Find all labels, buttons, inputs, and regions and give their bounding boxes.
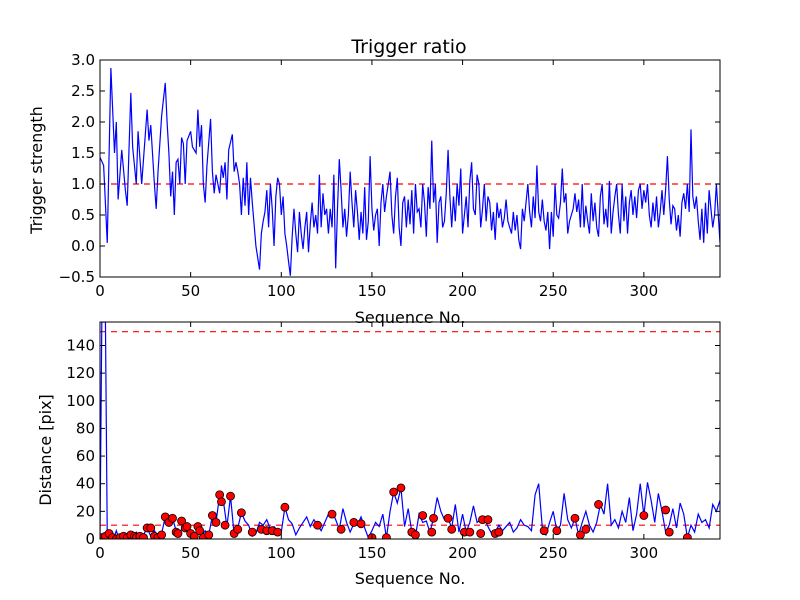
bottom-y-tick-label: 40 (76, 475, 95, 493)
bottom-scatter-point-39 (233, 524, 243, 534)
top-y-tick-label: 0.0 (71, 237, 95, 255)
bottom-scatter-point-70 (539, 526, 549, 536)
bottom-x-tick-label: 100 (267, 544, 296, 562)
bottom-scatter-point-67 (483, 515, 493, 525)
bottom-scatter-point-57 (411, 530, 420, 539)
bottom-scatter-point-17 (157, 530, 167, 539)
top-y-tick-label: 2.5 (71, 82, 95, 100)
bottom-y-tick-label: 80 (76, 419, 95, 437)
bottom-scatter-point-61 (443, 513, 453, 523)
bottom-scatter-point-49 (336, 524, 346, 534)
bottom-scatter-point-78 (664, 527, 674, 537)
bottom-scatter-point-65 (476, 529, 486, 538)
bottom-y-tick-label: 20 (76, 502, 95, 520)
bottom-scatter-point-64 (465, 527, 475, 537)
bottom-scatter-point-46 (280, 502, 290, 512)
bottom-scatter-point-69 (494, 527, 504, 537)
bottom-scatter-point-71 (552, 526, 562, 536)
bottom-x-tick-label: 200 (448, 544, 477, 562)
bottom-x-tick-label: 50 (181, 544, 200, 562)
top-axes: 0 50 100 150 200 250 300 −0.5 0.0 0.5 1.0 1.5 2.0 2.5… (59, 51, 721, 300)
bottom-scatter-point-62 (447, 524, 457, 534)
bottom-x-axis-label: Sequence No. (355, 569, 466, 588)
top-y-tick-label: 2.0 (71, 113, 95, 131)
bottom-scatter-point-51 (356, 519, 366, 529)
bottom-scatter-point-53 (382, 533, 391, 539)
bottom-scatter-point-14 (146, 523, 156, 533)
bottom-plot-area (100, 322, 720, 539)
top-x-tick-label: 100 (267, 282, 296, 300)
top-y-tick-label: 3.0 (71, 51, 95, 69)
bottom-y-axis-label: Distance [pix] (36, 394, 55, 506)
top-x-tick-label: 50 (181, 282, 200, 300)
top-y-tick-label: 1.5 (71, 144, 95, 162)
top-y-tick-label: 0.5 (71, 206, 95, 224)
bottom-scatter-point-33 (211, 518, 221, 527)
bottom-scatter-point-47 (313, 520, 322, 530)
bottom-scatter-point-36 (220, 520, 230, 530)
bottom-scatter-point-35 (217, 497, 226, 507)
bottom-scatter-point-60 (429, 513, 438, 523)
top-plot-area (100, 68, 720, 276)
bottom-y-tick-label: 0 (85, 530, 95, 548)
bottom-scatter-point-40 (237, 508, 246, 518)
top-y-tick-label: 1.0 (71, 175, 95, 193)
bottom-scatter-point-72 (570, 513, 580, 523)
chart-title: Trigger ratio (350, 36, 466, 58)
bottom-scatter-point-59 (427, 527, 437, 537)
bottom-scatter-point-74 (581, 524, 591, 534)
bottom-y-tick-label: 60 (76, 447, 95, 465)
top-frame (99, 59, 721, 278)
bottom-scatter-point-31 (204, 530, 214, 539)
bottom-scatter-point-79 (682, 533, 692, 539)
bottom-scatter-point-48 (327, 509, 337, 519)
bottom-x-tick-label: 250 (539, 544, 568, 562)
bottom-scatter-point-55 (396, 483, 406, 493)
top-y-axis-label: Trigger strength (27, 106, 46, 235)
bottom-y-tick-label: 100 (66, 392, 95, 410)
bottom-scatter-point-45 (273, 527, 283, 537)
bottom-scatter-point-25 (182, 522, 192, 531)
bottom-scatter-point-22 (173, 529, 183, 538)
bottom-scatter-point-58 (418, 511, 428, 520)
top-x-tick-label: 250 (539, 282, 568, 300)
bottom-axes: 0 50 100 150 200 250 300 0 20 40 60 80 100 120 140 (66, 321, 721, 562)
top-x-axis-label: Sequence No. (355, 308, 466, 327)
bottom-x-tick-label: 150 (358, 544, 387, 562)
bottom-scatter-point-29 (195, 526, 205, 536)
top-y-tick-label: −0.5 (59, 268, 95, 286)
bottom-scatter-point-23 (177, 516, 186, 526)
top-x-tick-label: 150 (358, 282, 387, 300)
bottom-scatter-point-50 (349, 518, 359, 527)
top-x-tick-label: 0 (95, 282, 105, 300)
bottom-y-tick-label: 140 (66, 336, 95, 354)
bottom-series-line-0 (100, 322, 720, 539)
top-x-tick-label: 300 (630, 282, 659, 300)
bottom-scatter-point-75 (594, 500, 603, 509)
bottom-x-tick-label: 300 (630, 544, 659, 562)
top-x-tick-label: 200 (448, 282, 477, 300)
bottom-scatter-point-54 (389, 487, 399, 497)
bottom-scatter-point-20 (168, 513, 177, 523)
top-series-line-0 (100, 68, 720, 276)
bottom-scatter-point-77 (661, 505, 671, 515)
bottom-scatter-point-32 (207, 511, 217, 520)
bottom-scatter-point-12 (139, 533, 148, 539)
bottom-scatter-point-76 (639, 511, 649, 520)
bottom-scatter-point-41 (247, 527, 257, 537)
bottom-scatter-point-37 (226, 491, 235, 501)
bottom-frame (99, 321, 721, 540)
bottom-y-tick-label: 120 (66, 364, 95, 382)
bottom-x-tick-label: 0 (95, 544, 105, 562)
